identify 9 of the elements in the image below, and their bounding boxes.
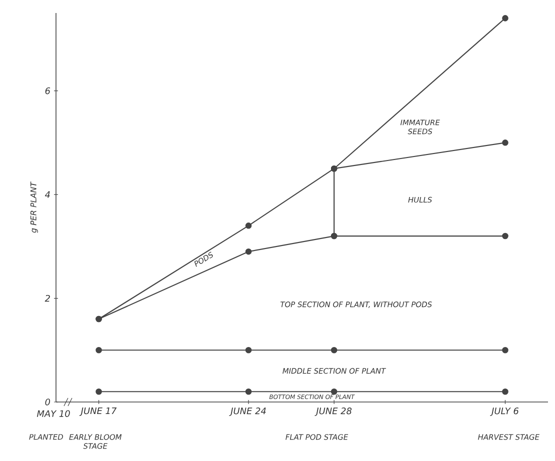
x-tick-label: JUNE 24 xyxy=(229,408,266,416)
x-tick-label: JULY 6 xyxy=(490,408,519,416)
y-tick-label: 2 xyxy=(44,294,50,302)
x-tick-label: JUNE 28 xyxy=(314,408,352,416)
x-tick-label: JUNE 17 xyxy=(79,408,117,416)
y-tick-label: 4 xyxy=(44,191,50,198)
y-tick-label: 0 xyxy=(45,398,50,406)
text: MAY 10 xyxy=(36,410,70,417)
y-tick-label: 6 xyxy=(45,87,50,94)
